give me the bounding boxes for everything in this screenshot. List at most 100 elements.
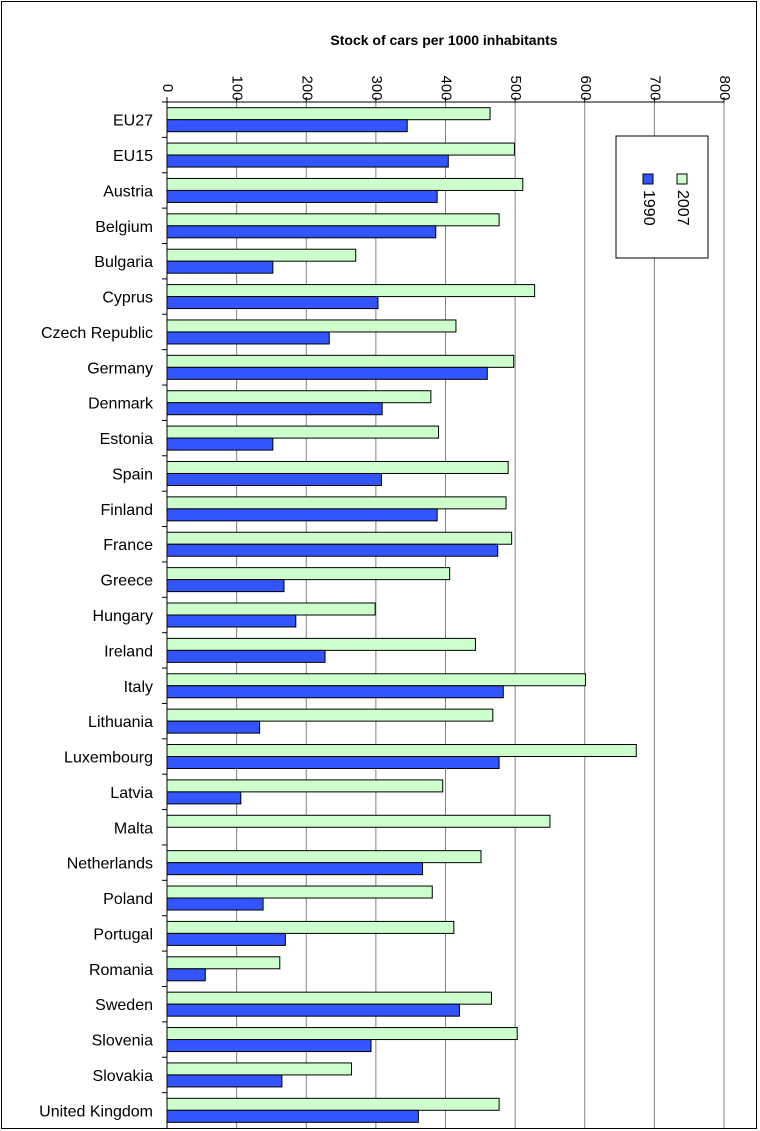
bar-2007 xyxy=(166,637,476,651)
bar-1990 xyxy=(166,579,285,593)
bar-1990 xyxy=(166,614,297,628)
bar-1990 xyxy=(166,331,330,345)
category-label: Sweden xyxy=(95,997,153,1014)
bar-2007 xyxy=(166,1062,353,1076)
category-label: Luxembourg xyxy=(64,750,153,767)
bar-1990 xyxy=(166,897,264,911)
bar-2007 xyxy=(166,107,491,121)
category-label: Hungary xyxy=(93,608,153,625)
category-label: EU15 xyxy=(113,148,153,165)
category-label: Greece xyxy=(101,573,154,590)
bar-1990 xyxy=(166,472,382,486)
x-tick-label: 0 xyxy=(159,84,176,92)
bar-2007 xyxy=(166,390,432,404)
bar-2007 xyxy=(166,814,551,828)
bar-2007 xyxy=(166,673,586,687)
category-label: Cyprus xyxy=(102,290,153,307)
category-label: Ireland xyxy=(104,643,153,660)
bar-2007 xyxy=(166,460,509,474)
axes xyxy=(166,101,724,1128)
bar-1990 xyxy=(166,1109,419,1123)
bar-2007 xyxy=(166,1097,500,1111)
bar-2007 xyxy=(166,284,536,298)
bar-1990 xyxy=(166,1039,372,1053)
bar-2007 xyxy=(166,850,482,864)
bar-1990 xyxy=(166,649,326,663)
bar-2007 xyxy=(166,744,637,758)
bar-1990 xyxy=(166,1074,283,1088)
legend-box xyxy=(615,135,709,259)
category-label: France xyxy=(103,537,153,554)
bar-2007 xyxy=(166,496,507,510)
bar-2007 xyxy=(166,425,440,439)
category-label: Bulgaria xyxy=(94,254,153,271)
bar-1990 xyxy=(166,685,504,699)
category-label: Denmark xyxy=(88,396,154,413)
bar-2007 xyxy=(166,213,500,227)
bar-1990 xyxy=(166,154,449,168)
bar-1990 xyxy=(166,932,286,946)
bar-1990 xyxy=(166,862,424,876)
bar-2007 xyxy=(166,177,524,191)
bar-1990 xyxy=(166,1003,460,1017)
bar-2007 xyxy=(166,142,515,156)
bar-1990 xyxy=(166,402,383,416)
category-label: Spain xyxy=(112,466,153,483)
category-label: Slovakia xyxy=(93,1068,154,1085)
category-label: Slovenia xyxy=(92,1033,153,1050)
bar-1990 xyxy=(166,720,261,734)
axis-tick-labels: 0 100 200 300 400 500 600 700 800 xyxy=(159,75,733,102)
category-label: Lithuania xyxy=(88,714,153,731)
category-label: Netherlands xyxy=(67,856,153,873)
bar-1990 xyxy=(166,366,488,380)
bar-1990 xyxy=(166,791,242,805)
category-label: EU27 xyxy=(113,113,153,130)
legend-swatch-2007 xyxy=(676,173,688,185)
bar-2007 xyxy=(166,319,457,333)
bar-2007 xyxy=(166,920,455,934)
legend-items: 2007 1990 xyxy=(640,173,691,226)
bar-2007 xyxy=(166,531,513,545)
bar-1990 xyxy=(166,543,499,557)
bar-2007 xyxy=(166,956,281,970)
bar-1990 xyxy=(166,296,379,310)
category-label: Poland xyxy=(103,891,153,908)
x-tick-label: 600 xyxy=(577,75,594,100)
bar-1990 xyxy=(166,260,274,274)
chart-title: Stock of cars per 1000 inhabitants xyxy=(330,32,557,48)
category-label: Italy xyxy=(124,679,153,696)
category-label: Malta xyxy=(114,820,153,837)
x-tick-label: 400 xyxy=(438,75,455,100)
bar-1990 xyxy=(166,119,408,133)
bar-2007 xyxy=(166,991,492,1005)
bar-2007 xyxy=(166,248,357,262)
bar-1990 xyxy=(166,508,438,522)
bar-2007 xyxy=(166,567,451,581)
x-tick-label: 800 xyxy=(716,75,733,100)
category-labels: EU27 EU15 Austria Belgium Bulgaria Cyprus Czec… xyxy=(39,101,167,1120)
category-label: Czech Republic xyxy=(41,325,153,342)
category-label: United Kingdom xyxy=(39,1103,153,1120)
category-label: Romania xyxy=(89,962,153,979)
legend-label: 1990 xyxy=(640,190,657,226)
bar-2007 xyxy=(166,708,494,722)
bar-2007 xyxy=(166,1027,518,1041)
x-tick-label: 500 xyxy=(507,75,524,100)
legend-label: 2007 xyxy=(674,190,691,226)
gridlines xyxy=(236,102,725,1128)
category-label: Portugal xyxy=(93,926,153,943)
bar-2007 xyxy=(166,602,376,616)
x-tick-label: 100 xyxy=(229,75,246,100)
x-tick-label: 200 xyxy=(298,75,315,100)
bar-1990 xyxy=(166,189,438,203)
category-label: Germany xyxy=(87,360,153,377)
category-label: Belgium xyxy=(95,219,153,236)
category-label: Estonia xyxy=(100,431,153,448)
legend-swatch-1990 xyxy=(642,173,654,185)
bar-2007 xyxy=(166,885,433,899)
bar-1990 xyxy=(166,225,437,239)
bar-2007 xyxy=(166,779,444,793)
bar-1990 xyxy=(166,968,206,982)
